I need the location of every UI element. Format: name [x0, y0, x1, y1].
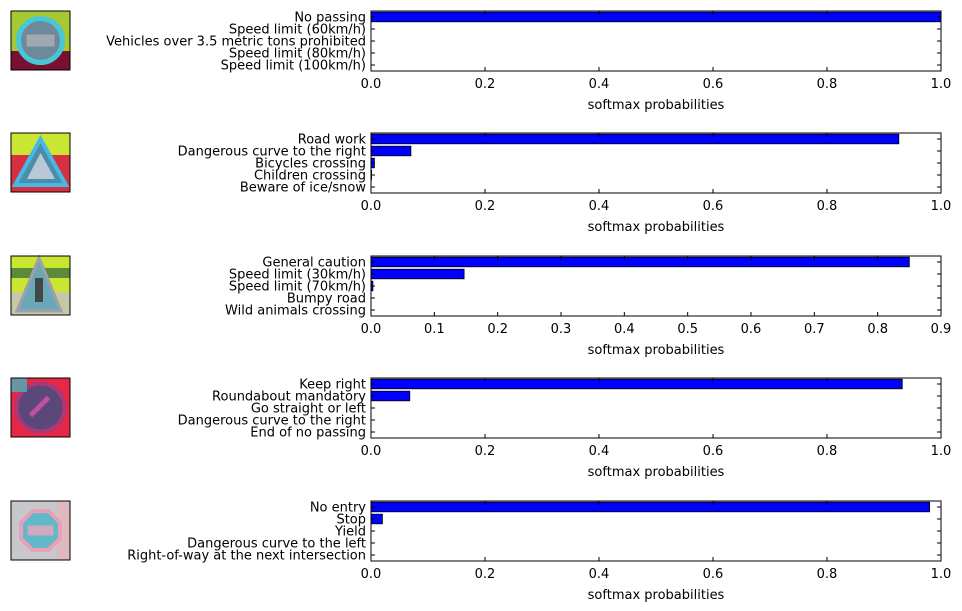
category-label: Yield: [334, 525, 366, 540]
bar: [370, 145, 412, 157]
x-tick-label: 1.0: [931, 567, 952, 582]
x-axis-title: softmax probabilities: [588, 588, 725, 603]
bar: [370, 390, 411, 402]
bar: [370, 256, 910, 268]
x-axis-title: softmax probabilities: [588, 98, 725, 113]
sign-thumbnail-no-passing: [10, 10, 71, 71]
x-tick-label: 0.5: [677, 322, 698, 337]
x-tick-label: 0.8: [817, 77, 838, 92]
sign-thumbnail-road-work: [10, 132, 71, 193]
x-tick-label: 0.6: [703, 77, 724, 92]
category-label: Roundabout mandatory: [212, 390, 366, 405]
x-tick-label: 0.0: [361, 199, 382, 214]
category-label: Vehicles over 3.5 metric tons prohibited: [106, 35, 366, 50]
category-label: Keep right: [299, 378, 366, 393]
sign-thumbnail-general-caution: [10, 254, 71, 316]
x-axis-title: softmax probabilities: [588, 220, 725, 235]
category-label: Road work: [298, 133, 367, 148]
x-tick-label: 0.0: [361, 77, 382, 92]
x-tick-label: 0.6: [741, 322, 762, 337]
x-tick-label: 0.4: [589, 444, 610, 459]
sign-thumbnail-keep-right: [10, 377, 71, 438]
category-label: Speed limit (80km/h): [229, 47, 366, 62]
x-tick-label: 0.4: [589, 199, 610, 214]
x-tick-label: 0.4: [589, 77, 610, 92]
x-tick-label: 0.1: [424, 322, 445, 337]
category-label: Wild animals crossing: [225, 304, 366, 319]
category-label: End of no passing: [250, 426, 366, 441]
x-tick-label: 0.6: [703, 199, 724, 214]
category-label: Dangerous curve to the right: [178, 414, 366, 429]
x-axis-title: softmax probabilities: [588, 343, 725, 358]
category-label: Dangerous curve to the left: [187, 537, 366, 552]
category-label: No entry: [310, 501, 366, 516]
x-tick-label: 1.0: [931, 444, 952, 459]
x-tick-label: 1.0: [931, 199, 952, 214]
category-label: Right-of-way at the next intersection: [127, 549, 366, 564]
x-tick-label: 0.0: [361, 567, 382, 582]
x-tick-label: 0.8: [817, 199, 838, 214]
category-label: Bicycles crossing: [255, 157, 366, 172]
category-label: General caution: [262, 256, 366, 271]
x-tick-label: 0.0: [361, 444, 382, 459]
x-tick-label: 0.2: [475, 444, 496, 459]
x-tick-label: 0.2: [475, 567, 496, 582]
category-label: Bumpy road: [287, 292, 366, 307]
category-label: Speed limit (30km/h): [229, 268, 366, 283]
x-tick-label: 0.2: [487, 322, 508, 337]
x-tick-label: 0.8: [817, 567, 838, 582]
bar: [370, 268, 465, 280]
x-tick-label: 0.2: [475, 199, 496, 214]
bar: [370, 378, 903, 390]
category-label: Dangerous curve to the right: [178, 145, 366, 160]
category-label: Speed limit (70km/h): [229, 280, 366, 295]
bar: [370, 133, 900, 145]
x-tick-label: 0.6: [703, 567, 724, 582]
x-tick-label: 0.8: [867, 322, 888, 337]
x-axis-title: softmax probabilities: [588, 465, 725, 480]
sign-thumbnail-stop: [10, 500, 71, 561]
x-tick-label: 0.2: [475, 77, 496, 92]
category-label: Speed limit (60km/h): [229, 23, 366, 38]
x-tick-label: 0.8: [817, 444, 838, 459]
x-tick-label: 1.0: [931, 77, 952, 92]
category-label: Children crossing: [254, 169, 366, 184]
x-tick-label: 0.0: [361, 322, 382, 337]
category-label: Stop: [336, 513, 366, 528]
x-tick-label: 0.7: [804, 322, 825, 337]
bar: [370, 501, 930, 513]
category-label: Go straight or left: [251, 402, 366, 417]
category-label: Beware of ice/snow: [240, 181, 366, 196]
category-label: No passing: [294, 11, 366, 26]
x-tick-label: 0.6: [703, 444, 724, 459]
x-tick-label: 0.4: [589, 567, 610, 582]
category-label: Speed limit (100km/h): [221, 59, 366, 74]
x-tick-label: 0.4: [614, 322, 635, 337]
x-tick-label: 0.9: [931, 322, 952, 337]
bar: [370, 11, 942, 23]
x-tick-label: 0.3: [551, 322, 572, 337]
